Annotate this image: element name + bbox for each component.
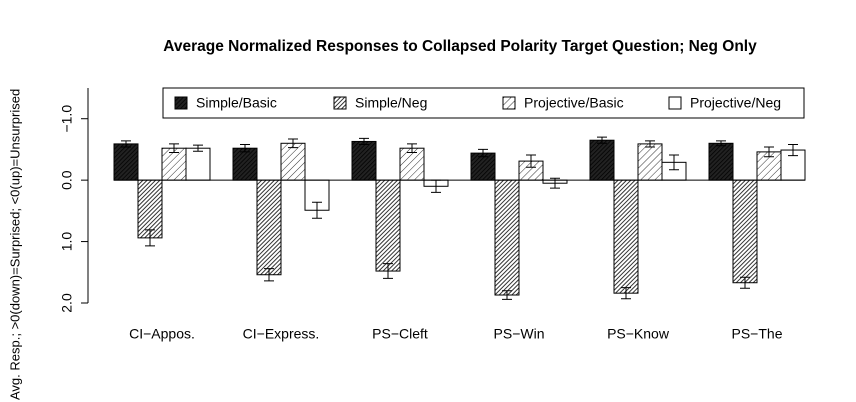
error-bar bbox=[193, 144, 203, 152]
legend-swatch bbox=[668, 96, 682, 110]
bar bbox=[399, 147, 425, 181]
error-bar bbox=[288, 138, 298, 149]
error-bar bbox=[597, 136, 607, 144]
legend-label: Simple/Neg bbox=[355, 95, 427, 111]
x-tick-label: CI−Appos. bbox=[129, 326, 195, 342]
y-tick-label: 2.0 bbox=[59, 293, 75, 313]
legend-swatch bbox=[502, 96, 516, 110]
error-bar bbox=[645, 140, 655, 148]
error-bar bbox=[621, 287, 631, 300]
bar bbox=[708, 142, 734, 181]
bar bbox=[185, 147, 211, 181]
y-tick-label: 1.0 bbox=[59, 232, 75, 252]
error-bar bbox=[788, 144, 798, 157]
error-bar bbox=[669, 154, 679, 171]
error-bar bbox=[121, 140, 131, 148]
legend-label: Simple/Basic bbox=[196, 95, 277, 111]
bar bbox=[113, 143, 139, 181]
error-bar bbox=[383, 263, 393, 279]
error-bar bbox=[240, 144, 250, 153]
error-bar bbox=[145, 229, 155, 247]
error-bar bbox=[526, 154, 536, 168]
error-bar bbox=[312, 201, 322, 219]
bar bbox=[494, 179, 520, 296]
error-bar bbox=[407, 143, 417, 153]
error-bar bbox=[716, 140, 726, 147]
x-tick-label: CI−Express. bbox=[243, 326, 320, 342]
error-bar bbox=[740, 276, 750, 289]
error-bar bbox=[478, 148, 488, 158]
error-bar bbox=[764, 146, 774, 158]
bar bbox=[732, 179, 758, 284]
bar bbox=[280, 142, 306, 181]
legend-swatch bbox=[174, 96, 188, 110]
x-tick-label: PS−Win bbox=[494, 326, 545, 342]
legend-swatch bbox=[333, 96, 347, 110]
bar bbox=[351, 140, 377, 181]
bar bbox=[637, 143, 663, 181]
error-bar bbox=[264, 268, 274, 282]
x-tick-label: PS−Cleft bbox=[372, 326, 428, 342]
x-tick-label: PS−The bbox=[732, 326, 783, 342]
bar bbox=[161, 147, 187, 181]
error-bar bbox=[169, 143, 179, 153]
y-tick-label: 0.0 bbox=[59, 170, 75, 190]
error-bar bbox=[502, 290, 512, 300]
legend-box bbox=[162, 87, 805, 119]
y-tick-label: −1.0 bbox=[59, 105, 75, 133]
legend-label: Projective/Neg bbox=[690, 95, 781, 111]
bar bbox=[232, 147, 258, 181]
bar bbox=[375, 179, 401, 272]
bar bbox=[137, 179, 163, 239]
bar bbox=[256, 179, 282, 276]
bar bbox=[589, 139, 615, 181]
legend-label: Projective/Basic bbox=[524, 95, 624, 111]
bar bbox=[613, 179, 639, 294]
y-axis-label: Avg. Resp.; >0(down)=Surprised; <0(up)=U… bbox=[7, 89, 22, 400]
x-tick-label: PS−Know bbox=[607, 326, 670, 342]
error-bar bbox=[359, 137, 369, 146]
chart-title: Average Normalized Responses to Collapse… bbox=[163, 38, 757, 55]
